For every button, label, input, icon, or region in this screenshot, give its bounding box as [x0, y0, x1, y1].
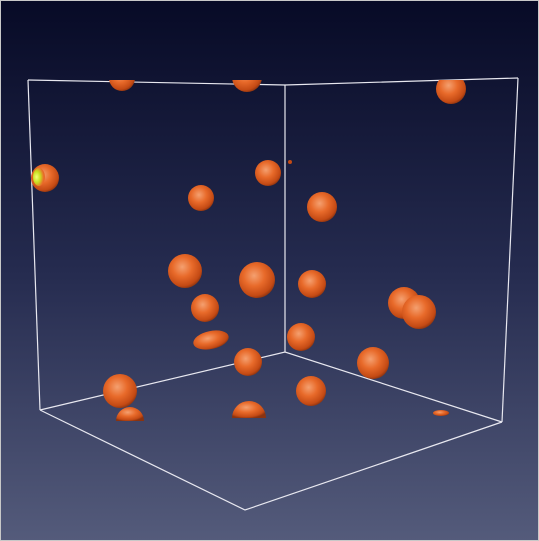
particles — [31, 80, 466, 421]
